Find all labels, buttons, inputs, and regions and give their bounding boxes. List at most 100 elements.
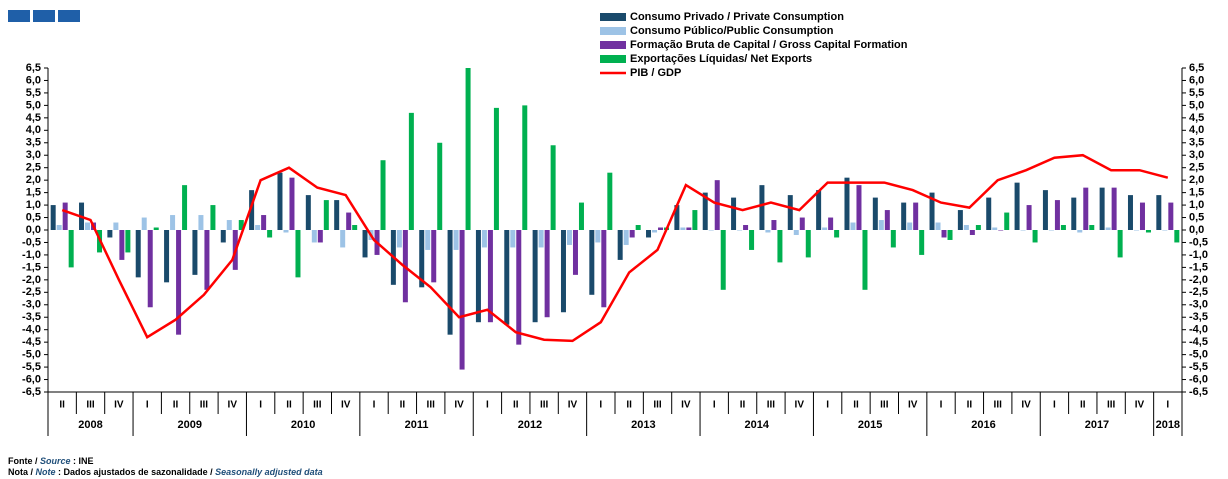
bar	[890, 230, 896, 248]
bar	[1174, 230, 1180, 243]
year-label: 2015	[858, 419, 882, 431]
x-tick-label: II	[400, 400, 406, 411]
y2-tick-label: 4,0	[1189, 124, 1204, 136]
footer: Fonte / Source : INE Nota / Note : Dados…	[8, 456, 323, 477]
bar	[947, 230, 953, 240]
bar	[1060, 225, 1066, 230]
x-tick-label: III	[767, 400, 776, 411]
year-label: 2017	[1085, 419, 1109, 431]
x-tick-label: III	[1107, 400, 1116, 411]
bar	[601, 230, 607, 308]
y-tick-label: -6,0	[22, 373, 41, 385]
bar	[362, 230, 368, 258]
bar	[872, 197, 878, 230]
x-tick-label: I	[826, 400, 829, 411]
bar	[607, 172, 613, 230]
y2-tick-label: -0,5	[1189, 236, 1208, 248]
bar	[295, 230, 301, 278]
x-tick-label: IV	[795, 400, 805, 411]
x-tick-label: IV	[454, 400, 464, 411]
x-tick-label: II	[1080, 400, 1086, 411]
bar	[862, 230, 868, 290]
x-tick-label: I	[1166, 400, 1169, 411]
bar	[522, 105, 528, 230]
bar	[850, 222, 856, 230]
bar	[998, 230, 1004, 231]
bar	[408, 112, 414, 230]
y2-tick-label: -4,5	[1189, 336, 1208, 348]
y2-tick-label: -6,0	[1189, 373, 1208, 385]
bar	[544, 230, 550, 318]
bar	[516, 230, 522, 345]
x-tick-label: IV	[681, 400, 691, 411]
bar	[1168, 202, 1174, 230]
bar	[68, 230, 74, 268]
logo-block	[8, 10, 30, 22]
y2-tick-label: -4,0	[1189, 324, 1208, 336]
bar	[714, 180, 720, 230]
bar	[210, 205, 216, 230]
bar	[176, 230, 182, 335]
bar	[510, 230, 516, 248]
y2-tick-label: -3,5	[1189, 311, 1208, 323]
bar	[504, 230, 510, 325]
x-tick-label: IV	[228, 400, 238, 411]
bar	[1042, 190, 1048, 230]
y2-tick-label: -3,0	[1189, 299, 1208, 311]
bar	[686, 227, 692, 230]
y-tick-label: 6,5	[26, 62, 41, 74]
bar	[261, 215, 267, 230]
y-tick-label: 1,0	[26, 199, 41, 211]
bar	[481, 230, 487, 248]
bar	[617, 230, 623, 260]
bar	[459, 230, 465, 370]
y-tick-label: -3,0	[22, 299, 41, 311]
bar	[437, 142, 443, 230]
bar	[238, 220, 244, 230]
bar	[1133, 230, 1139, 231]
year-label: 2010	[291, 419, 315, 431]
bar	[913, 202, 919, 230]
x-tick-label: I	[146, 400, 149, 411]
bar	[135, 230, 141, 278]
x-tick-label: I	[1053, 400, 1056, 411]
bar	[267, 230, 273, 238]
bar	[919, 230, 925, 255]
x-tick-label: II	[59, 400, 65, 411]
y-tick-label: -4,0	[22, 324, 41, 336]
year-label: 2016	[971, 419, 995, 431]
bar	[708, 230, 714, 231]
x-tick-label: IV	[568, 400, 578, 411]
bar	[141, 217, 147, 230]
y-tick-label: 1,5	[26, 187, 41, 199]
x-tick-label: I	[940, 400, 943, 411]
x-tick-label: III	[653, 400, 662, 411]
y-tick-label: 0,0	[26, 224, 41, 236]
y-tick-label: 6,0	[26, 74, 41, 86]
y-tick-label: -6,5	[22, 386, 41, 398]
bar	[1117, 230, 1123, 258]
bar	[62, 202, 68, 230]
bar	[1089, 225, 1095, 230]
bar	[749, 230, 755, 250]
x-tick-label: I	[259, 400, 262, 411]
x-tick-label: II	[173, 400, 179, 411]
x-tick-label: II	[286, 400, 292, 411]
bar	[765, 230, 771, 233]
bar	[787, 195, 793, 230]
bar	[1048, 230, 1054, 231]
bar	[799, 217, 805, 230]
x-tick-label: IV	[341, 400, 351, 411]
bar	[1083, 187, 1089, 230]
y-tick-label: 2,5	[26, 162, 41, 174]
bar	[805, 230, 811, 258]
bar	[493, 107, 499, 230]
bar	[844, 177, 850, 230]
bar	[646, 230, 652, 238]
bar	[1071, 197, 1077, 230]
y-tick-label: 2,0	[26, 174, 41, 186]
bar	[702, 192, 708, 230]
bar	[305, 195, 311, 230]
y-tick-label: -5,5	[22, 361, 41, 373]
y2-tick-label: 3,0	[1189, 149, 1204, 161]
